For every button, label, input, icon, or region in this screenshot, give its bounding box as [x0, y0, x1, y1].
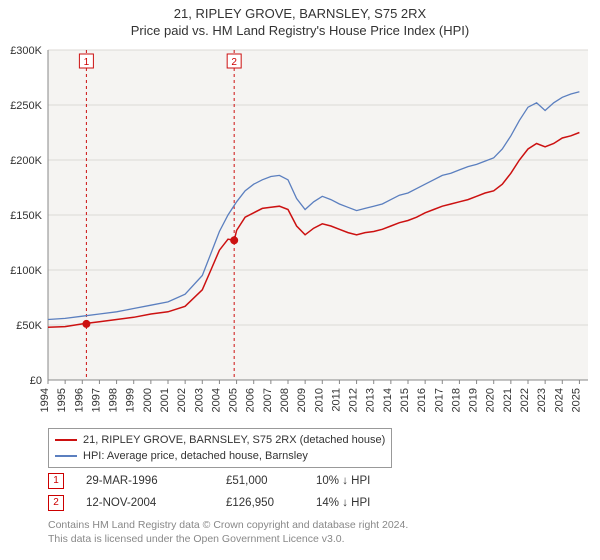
- marker-id-box: 2: [48, 495, 64, 511]
- svg-text:£200K: £200K: [10, 155, 42, 167]
- price-event-row: 2 12-NOV-2004 £126,950 14% ↓ HPI: [48, 492, 426, 514]
- svg-text:2007: 2007: [262, 388, 274, 412]
- svg-text:2: 2: [231, 57, 237, 68]
- footer-line: This data is licensed under the Open Gov…: [48, 532, 408, 546]
- legend-label: HPI: Average price, detached house, Barn…: [83, 448, 308, 464]
- title-address: 21, RIPLEY GROVE, BARNSLEY, S75 2RX: [0, 0, 600, 21]
- svg-text:2017: 2017: [433, 388, 445, 412]
- legend-item: 21, RIPLEY GROVE, BARNSLEY, S75 2RX (det…: [55, 432, 385, 448]
- svg-text:2023: 2023: [536, 388, 548, 412]
- svg-text:2013: 2013: [365, 388, 377, 412]
- svg-text:2004: 2004: [210, 388, 222, 412]
- svg-text:2012: 2012: [348, 388, 360, 412]
- svg-text:2003: 2003: [193, 388, 205, 412]
- svg-text:2014: 2014: [382, 388, 394, 412]
- svg-text:2022: 2022: [519, 388, 531, 412]
- svg-text:1994: 1994: [39, 388, 51, 412]
- svg-text:2006: 2006: [245, 388, 257, 412]
- svg-text:2009: 2009: [296, 388, 308, 412]
- svg-text:2020: 2020: [485, 388, 497, 412]
- svg-text:£100K: £100K: [10, 265, 42, 277]
- svg-text:1996: 1996: [73, 388, 85, 412]
- marker-id-box: 1: [48, 473, 64, 489]
- svg-text:2008: 2008: [279, 388, 291, 412]
- chart-container: 21, RIPLEY GROVE, BARNSLEY, S75 2RX Pric…: [0, 0, 600, 560]
- svg-text:2016: 2016: [416, 388, 428, 412]
- svg-text:2002: 2002: [176, 388, 188, 412]
- svg-text:2001: 2001: [159, 388, 171, 412]
- legend-item: HPI: Average price, detached house, Barn…: [55, 448, 385, 464]
- event-date: 12-NOV-2004: [86, 497, 226, 509]
- svg-text:£250K: £250K: [10, 100, 42, 112]
- legend: 21, RIPLEY GROVE, BARNSLEY, S75 2RX (det…: [48, 428, 392, 468]
- svg-text:1999: 1999: [125, 388, 137, 412]
- chart-area: £0 £50K £100K £150K £200K £250K £300K 1994 1995 1…: [0, 44, 600, 424]
- event-price: £126,950: [226, 497, 316, 509]
- chart-svg: £0 £50K £100K £150K £200K £250K £300K 1994 1995 1…: [0, 44, 600, 424]
- svg-text:2019: 2019: [468, 388, 480, 412]
- svg-text:£50K: £50K: [16, 320, 42, 332]
- price-event-row: 1 29-MAR-1996 £51,000 10% ↓ HPI: [48, 470, 426, 492]
- svg-text:2005: 2005: [228, 388, 240, 412]
- svg-text:2015: 2015: [399, 388, 411, 412]
- price-events-table: 1 29-MAR-1996 £51,000 10% ↓ HPI 2 12-NOV…: [48, 470, 426, 514]
- legend-swatch: [55, 455, 77, 457]
- event-date: 29-MAR-1996: [86, 475, 226, 487]
- svg-text:2021: 2021: [502, 388, 514, 412]
- event-hpi-delta: 14% ↓ HPI: [316, 497, 426, 509]
- svg-text:£0: £0: [30, 375, 42, 387]
- svg-text:2010: 2010: [313, 388, 325, 412]
- svg-text:1998: 1998: [108, 388, 120, 412]
- svg-text:1997: 1997: [90, 388, 102, 412]
- footer-line: Contains HM Land Registry data © Crown c…: [48, 518, 408, 532]
- event-price: £51,000: [226, 475, 316, 487]
- svg-text:1: 1: [84, 57, 90, 68]
- svg-text:2011: 2011: [330, 388, 342, 412]
- svg-text:2024: 2024: [553, 388, 565, 412]
- legend-swatch: [55, 439, 77, 441]
- svg-text:£150K: £150K: [10, 210, 42, 222]
- svg-text:2000: 2000: [142, 388, 154, 412]
- svg-text:2018: 2018: [450, 388, 462, 412]
- svg-text:2025: 2025: [570, 388, 582, 412]
- svg-text:£300K: £300K: [10, 45, 42, 57]
- title-subtitle: Price paid vs. HM Land Registry's House …: [0, 21, 600, 38]
- legend-label: 21, RIPLEY GROVE, BARNSLEY, S75 2RX (det…: [83, 432, 385, 448]
- svg-text:1995: 1995: [56, 388, 68, 412]
- attribution-footer: Contains HM Land Registry data © Crown c…: [48, 518, 408, 546]
- event-hpi-delta: 10% ↓ HPI: [316, 475, 426, 487]
